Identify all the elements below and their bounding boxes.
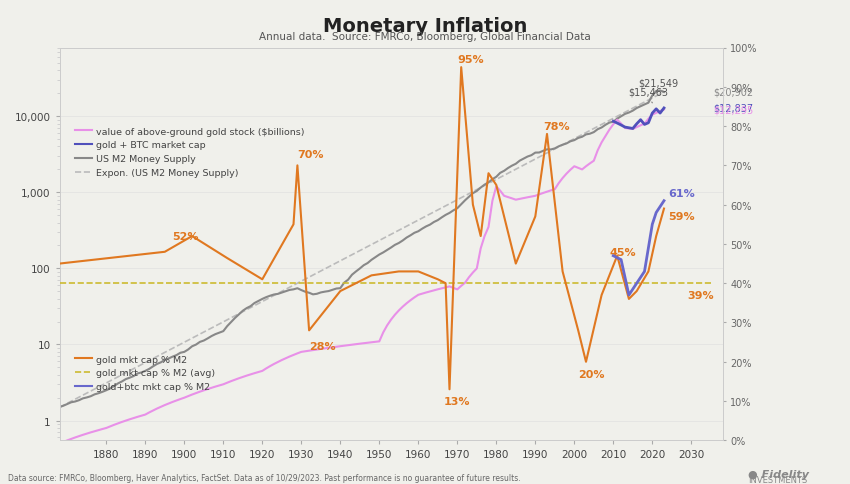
Text: $21,549: $21,549 bbox=[638, 78, 678, 88]
Text: 70%: 70% bbox=[298, 149, 324, 159]
Text: 28%: 28% bbox=[309, 341, 336, 351]
Text: 59%: 59% bbox=[668, 212, 694, 222]
Text: ● Fidelity: ● Fidelity bbox=[748, 469, 809, 479]
Text: 61%: 61% bbox=[668, 188, 694, 198]
Legend: gold mkt cap % M2, gold mkt cap % M2 (avg), gold+btc mkt cap % M2: gold mkt cap % M2, gold mkt cap % M2 (av… bbox=[71, 351, 219, 395]
Text: 39%: 39% bbox=[688, 290, 714, 301]
Text: 52%: 52% bbox=[173, 231, 199, 242]
Text: INVESTMENTS: INVESTMENTS bbox=[748, 475, 808, 484]
Text: 45%: 45% bbox=[609, 247, 636, 257]
Text: $12,295: $12,295 bbox=[713, 105, 753, 115]
Text: 95%: 95% bbox=[457, 55, 484, 65]
Text: Data source: FMRCo, Bloomberg, Haver Analytics, FactSet. Data as of 10/29/2023. : Data source: FMRCo, Bloomberg, Haver Ana… bbox=[8, 472, 521, 482]
Text: $15,463: $15,463 bbox=[628, 88, 668, 98]
Text: Monetary Inflation: Monetary Inflation bbox=[323, 17, 527, 36]
Text: Annual data.  Source: FMRCo, Bloomberg, Global Financial Data: Annual data. Source: FMRCo, Bloomberg, G… bbox=[259, 31, 591, 42]
Text: 78%: 78% bbox=[543, 122, 570, 132]
Text: $12,837: $12,837 bbox=[713, 104, 753, 114]
Text: $20,902: $20,902 bbox=[713, 88, 753, 98]
Text: 13%: 13% bbox=[444, 396, 470, 406]
Text: 20%: 20% bbox=[578, 369, 604, 379]
